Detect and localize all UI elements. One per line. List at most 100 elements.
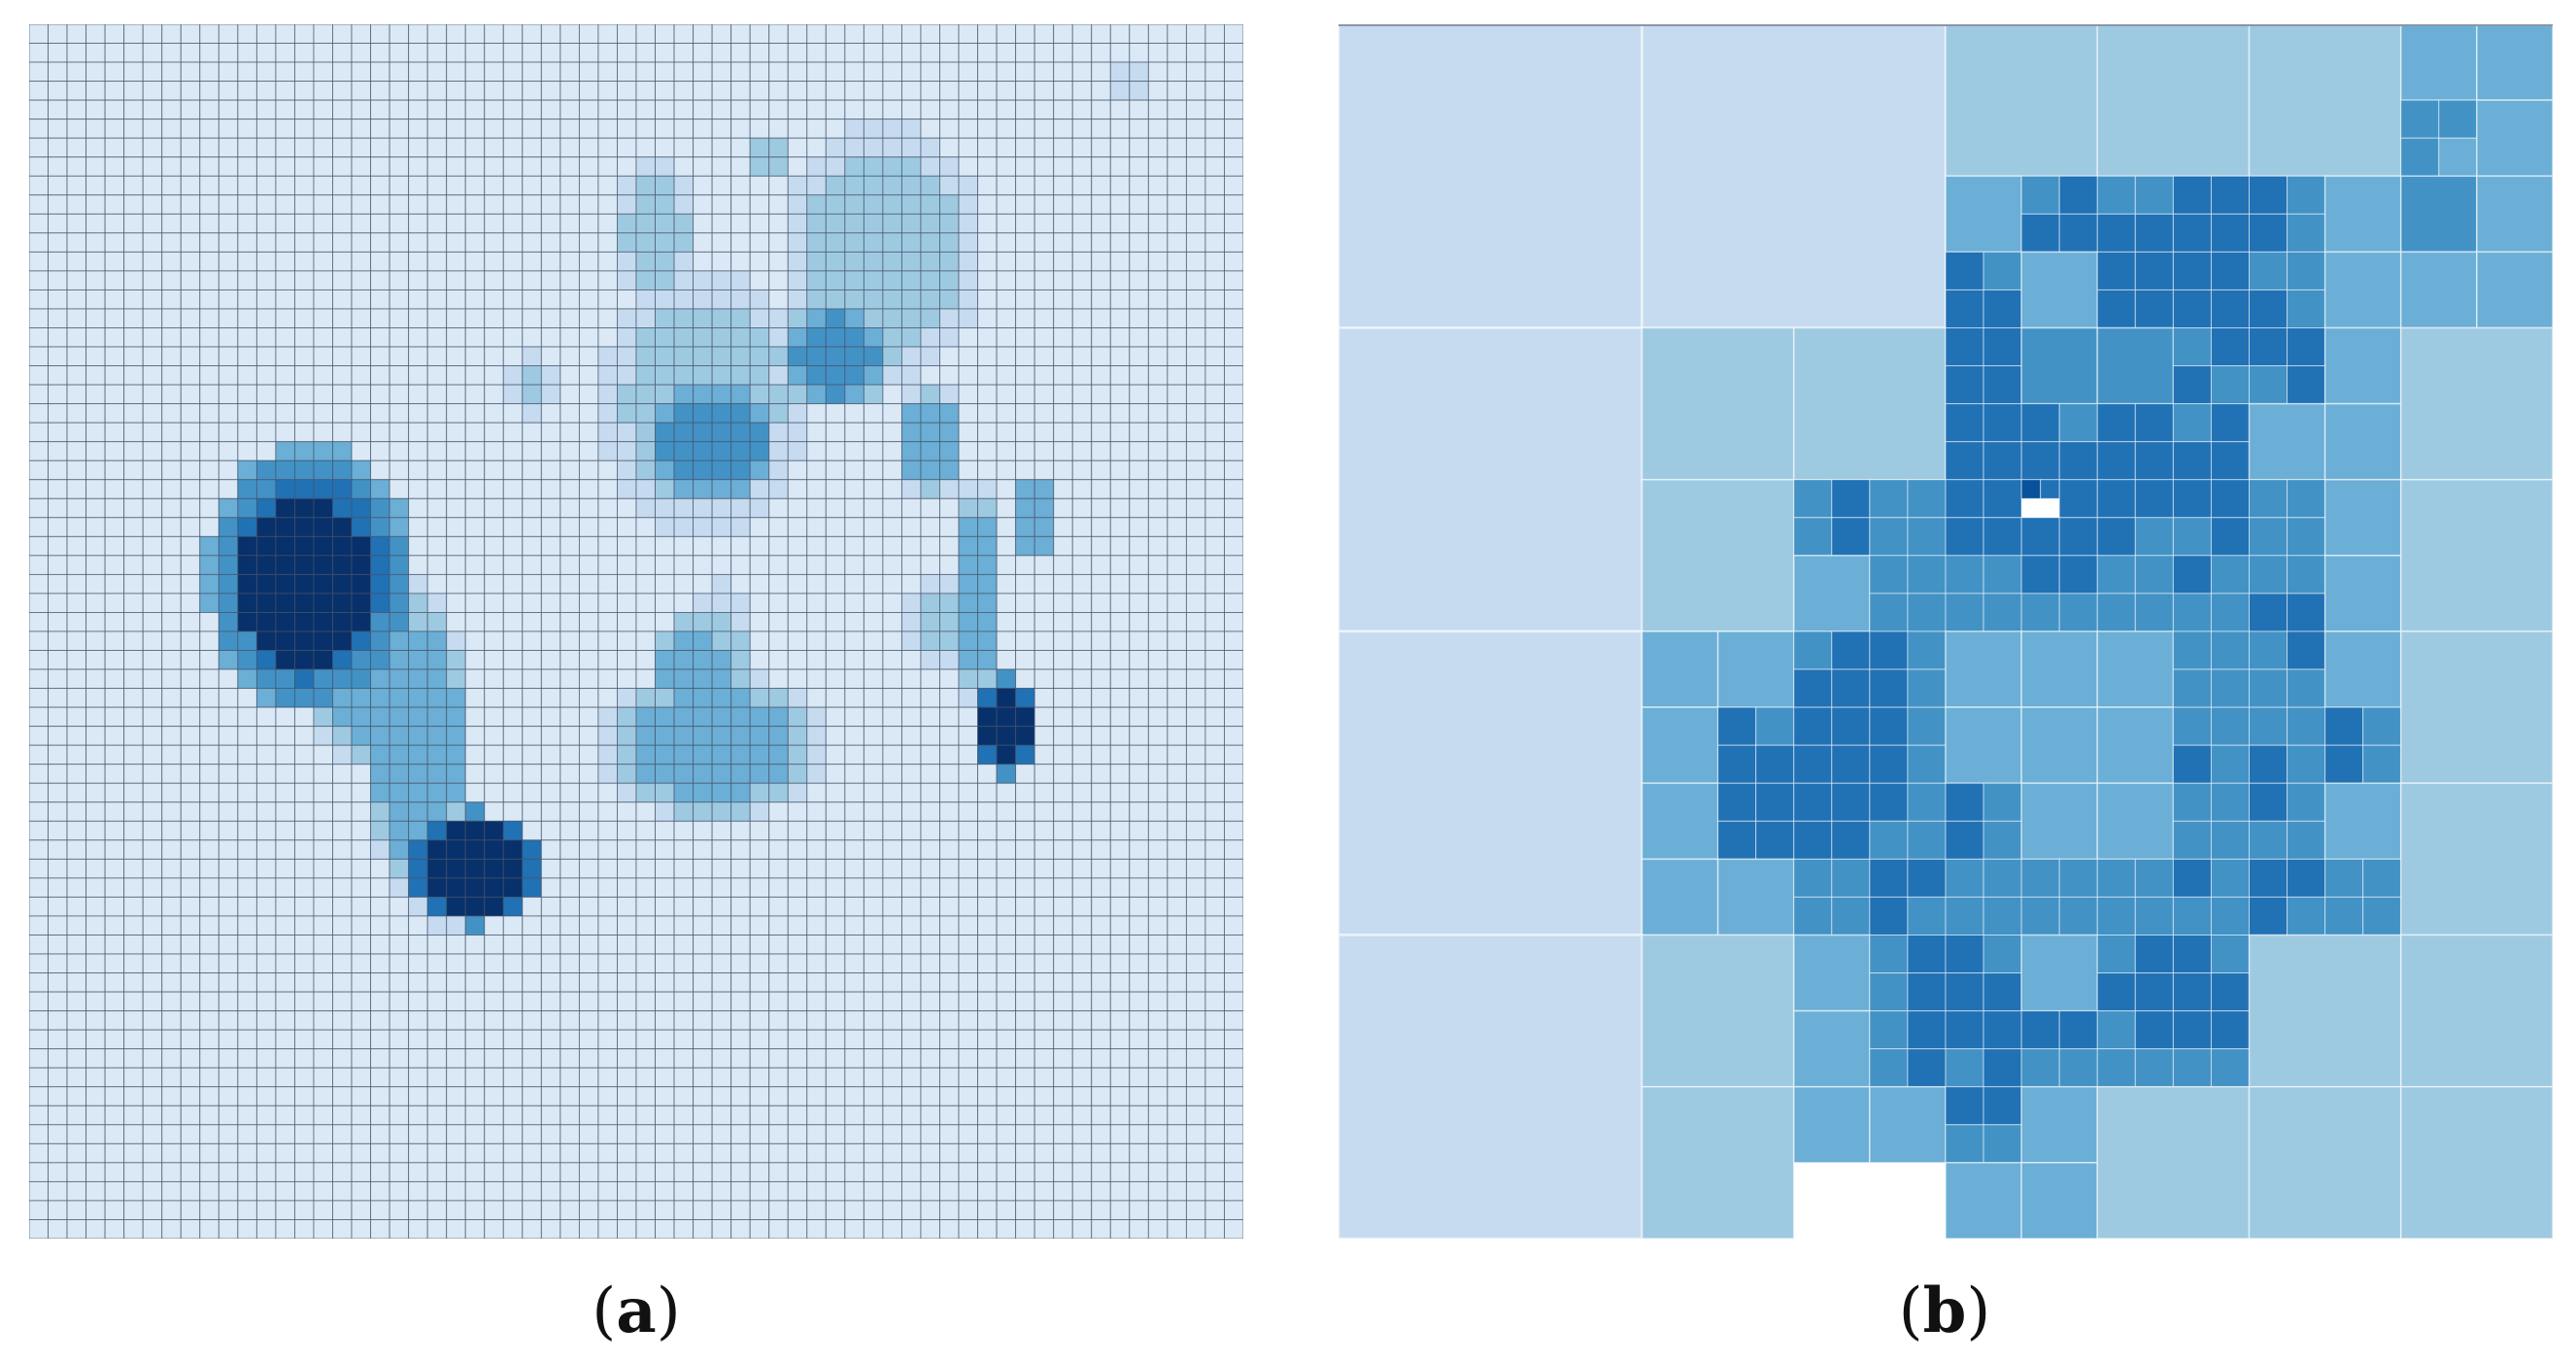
quadtree-cell: [1983, 1124, 2022, 1164]
grid-cell: [237, 422, 257, 443]
grid-cell: [977, 43, 998, 63]
grid-cell: [730, 706, 751, 728]
grid-cell: [370, 877, 390, 898]
caption-a: (a): [539, 1280, 733, 1344]
grid-cell: [1185, 1105, 1206, 1126]
grid-cell: [522, 744, 542, 766]
grid-cell: [635, 43, 656, 63]
quadtree-cell: [2096, 555, 2136, 595]
grid-cell: [1129, 441, 1149, 461]
grid-cell: [900, 1029, 922, 1050]
grid-cell: [1224, 1200, 1243, 1220]
grid-cell: [484, 365, 504, 386]
grid-cell: [29, 156, 49, 177]
grid-cell: [237, 517, 257, 537]
grid-cell: [426, 327, 448, 348]
grid-cell: [977, 289, 998, 310]
grid-cell: [920, 156, 940, 177]
grid-cell: [313, 650, 333, 670]
grid-cell: [958, 1180, 979, 1202]
grid-cell: [522, 1048, 542, 1069]
grid-cell: [1071, 479, 1093, 499]
grid-cell: [199, 801, 220, 822]
grid-cell: [293, 213, 315, 234]
grid-cell: [199, 232, 220, 253]
grid-cell: [711, 1219, 732, 1239]
grid-cell: [313, 972, 333, 993]
grid-cell: [351, 1086, 372, 1106]
grid-cell: [1034, 726, 1055, 746]
grid-cell: [255, 650, 277, 670]
grid-cell: [939, 441, 960, 461]
grid-cell: [1204, 1105, 1225, 1126]
grid-cell: [161, 289, 182, 310]
grid-cell: [1015, 706, 1035, 728]
grid-cell: [711, 365, 732, 386]
grid-cell: [85, 782, 106, 803]
grid-cell: [66, 479, 87, 499]
grid-cell: [293, 289, 315, 310]
grid-cell: [66, 1200, 87, 1220]
grid-cell: [218, 365, 239, 386]
grid-cell: [484, 1048, 504, 1069]
grid-cell: [1071, 156, 1093, 177]
grid-cell: [1167, 422, 1187, 443]
grid-cell: [85, 612, 106, 632]
grid-cell: [882, 744, 902, 766]
grid-cell: [464, 232, 486, 253]
grid-cell: [768, 668, 789, 690]
grid-cell: [635, 1200, 656, 1220]
grid-cell: [48, 535, 68, 557]
grid-cell: [1053, 213, 1073, 234]
grid-cell: [142, 24, 163, 44]
grid-cell: [996, 593, 1017, 613]
quadtree-cell: [1831, 630, 1871, 670]
grid-cell: [180, 782, 201, 803]
grid-cell: [255, 1219, 277, 1239]
grid-cell: [597, 1010, 618, 1031]
quadtree-cell: [2020, 706, 2099, 785]
grid-cell: [255, 1067, 277, 1088]
grid-cell: [1129, 935, 1149, 955]
grid-cell: [237, 535, 257, 557]
grid-cell: [426, 1086, 448, 1106]
grid-cell: [313, 479, 333, 499]
grid-cell: [635, 422, 656, 443]
grid-cell: [199, 251, 220, 272]
grid-cell: [540, 820, 561, 841]
grid-cell: [711, 175, 732, 196]
grid-cell: [123, 194, 144, 215]
grid-cell: [48, 346, 68, 367]
grid-cell: [673, 365, 695, 386]
grid-cell: [199, 175, 220, 196]
grid-cell: [389, 175, 410, 196]
grid-cell: [1053, 744, 1073, 766]
grid-cell: [218, 1124, 239, 1144]
grid-cell: [255, 441, 277, 461]
grid-cell: [655, 1105, 675, 1126]
grid-cell: [882, 1048, 902, 1069]
grid-cell: [313, 81, 333, 101]
grid-cell: [502, 365, 524, 386]
grid-cell: [655, 479, 675, 499]
grid-cell: [522, 137, 542, 158]
grid-cell: [66, 24, 87, 44]
grid-cell: [332, 630, 353, 651]
grid-cell: [939, 327, 960, 348]
grid-cell: [1185, 782, 1206, 803]
grid-cell: [939, 915, 960, 936]
grid-cell: [540, 365, 561, 386]
grid-cell: [1034, 441, 1055, 461]
grid-cell: [389, 668, 410, 690]
grid-cell: [1015, 858, 1035, 879]
grid-cell: [1071, 232, 1093, 253]
grid-cell: [559, 1010, 580, 1031]
grid-cell: [313, 1219, 333, 1239]
grid-cell: [293, 555, 315, 575]
grid-cell: [104, 81, 125, 101]
grid-cell: [1071, 801, 1093, 822]
grid-cell: [142, 232, 163, 253]
grid-cell: [711, 744, 732, 766]
grid-cell: [522, 1142, 542, 1164]
grid-cell: [806, 1086, 827, 1106]
